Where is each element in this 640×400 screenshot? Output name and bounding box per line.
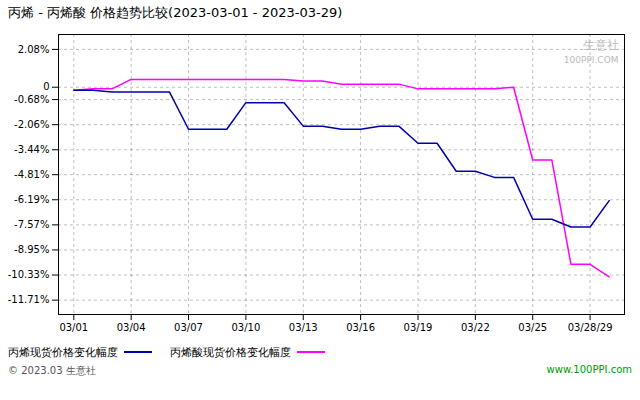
svg-text:100PPI.COM: 100PPI.COM [564,55,619,65]
svg-text:03/04: 03/04 [117,322,146,333]
svg-text:03/25: 03/25 [518,322,547,333]
svg-text:-4.81%: -4.81% [14,169,49,180]
html-text:丙烯现货价格变化幅度: 丙烯现货价格变化幅度 [8,345,118,359]
svg-text:03/01: 03/01 [59,322,88,333]
svg-text:-8.95%: -8.95% [14,244,49,255]
svg-text:03/19: 03/19 [404,322,433,333]
html-text:丙烯酸现货价格变化幅度: 丙烯酸现货价格变化幅度 [170,345,291,359]
svg-text:-6.19%: -6.19% [14,194,49,205]
svg-text:03/16: 03/16 [346,322,375,333]
svg-text:2.08%: 2.08% [18,44,50,55]
svg-text:-11.71%: -11.71% [8,294,50,305]
svg-text:03/28/29: 03/28/29 [568,322,613,333]
svg-text:03/22: 03/22 [461,322,490,333]
html-text:丙烯 - 丙烯酸 价格趋势比较(2023-03-01 - 2: 丙烯 - 丙烯酸 价格趋势比较(2023-03-01 - 2023-03-29) [8,5,343,20]
svg-text:-2.06%: -2.06% [14,119,49,130]
svg-text:-7.57%: -7.57% [14,219,49,230]
svg-text:0: 0 [43,81,49,92]
svg-text:03/07: 03/07 [174,322,203,333]
svg-text:-0.68%: -0.68% [14,94,49,105]
svg-text:-3.44%: -3.44% [14,144,49,155]
svg-text:-10.33%: -10.33% [8,269,50,280]
html-text:© 2023.03 生意社: © 2023.03 生意社 [8,365,96,376]
svg-text:03/13: 03/13 [289,322,318,333]
svg-text:生意社: 生意社 [583,38,619,52]
html-text:www.100PPI.com: www.100PPI.com [546,364,632,375]
svg-text:03/10: 03/10 [231,322,260,333]
